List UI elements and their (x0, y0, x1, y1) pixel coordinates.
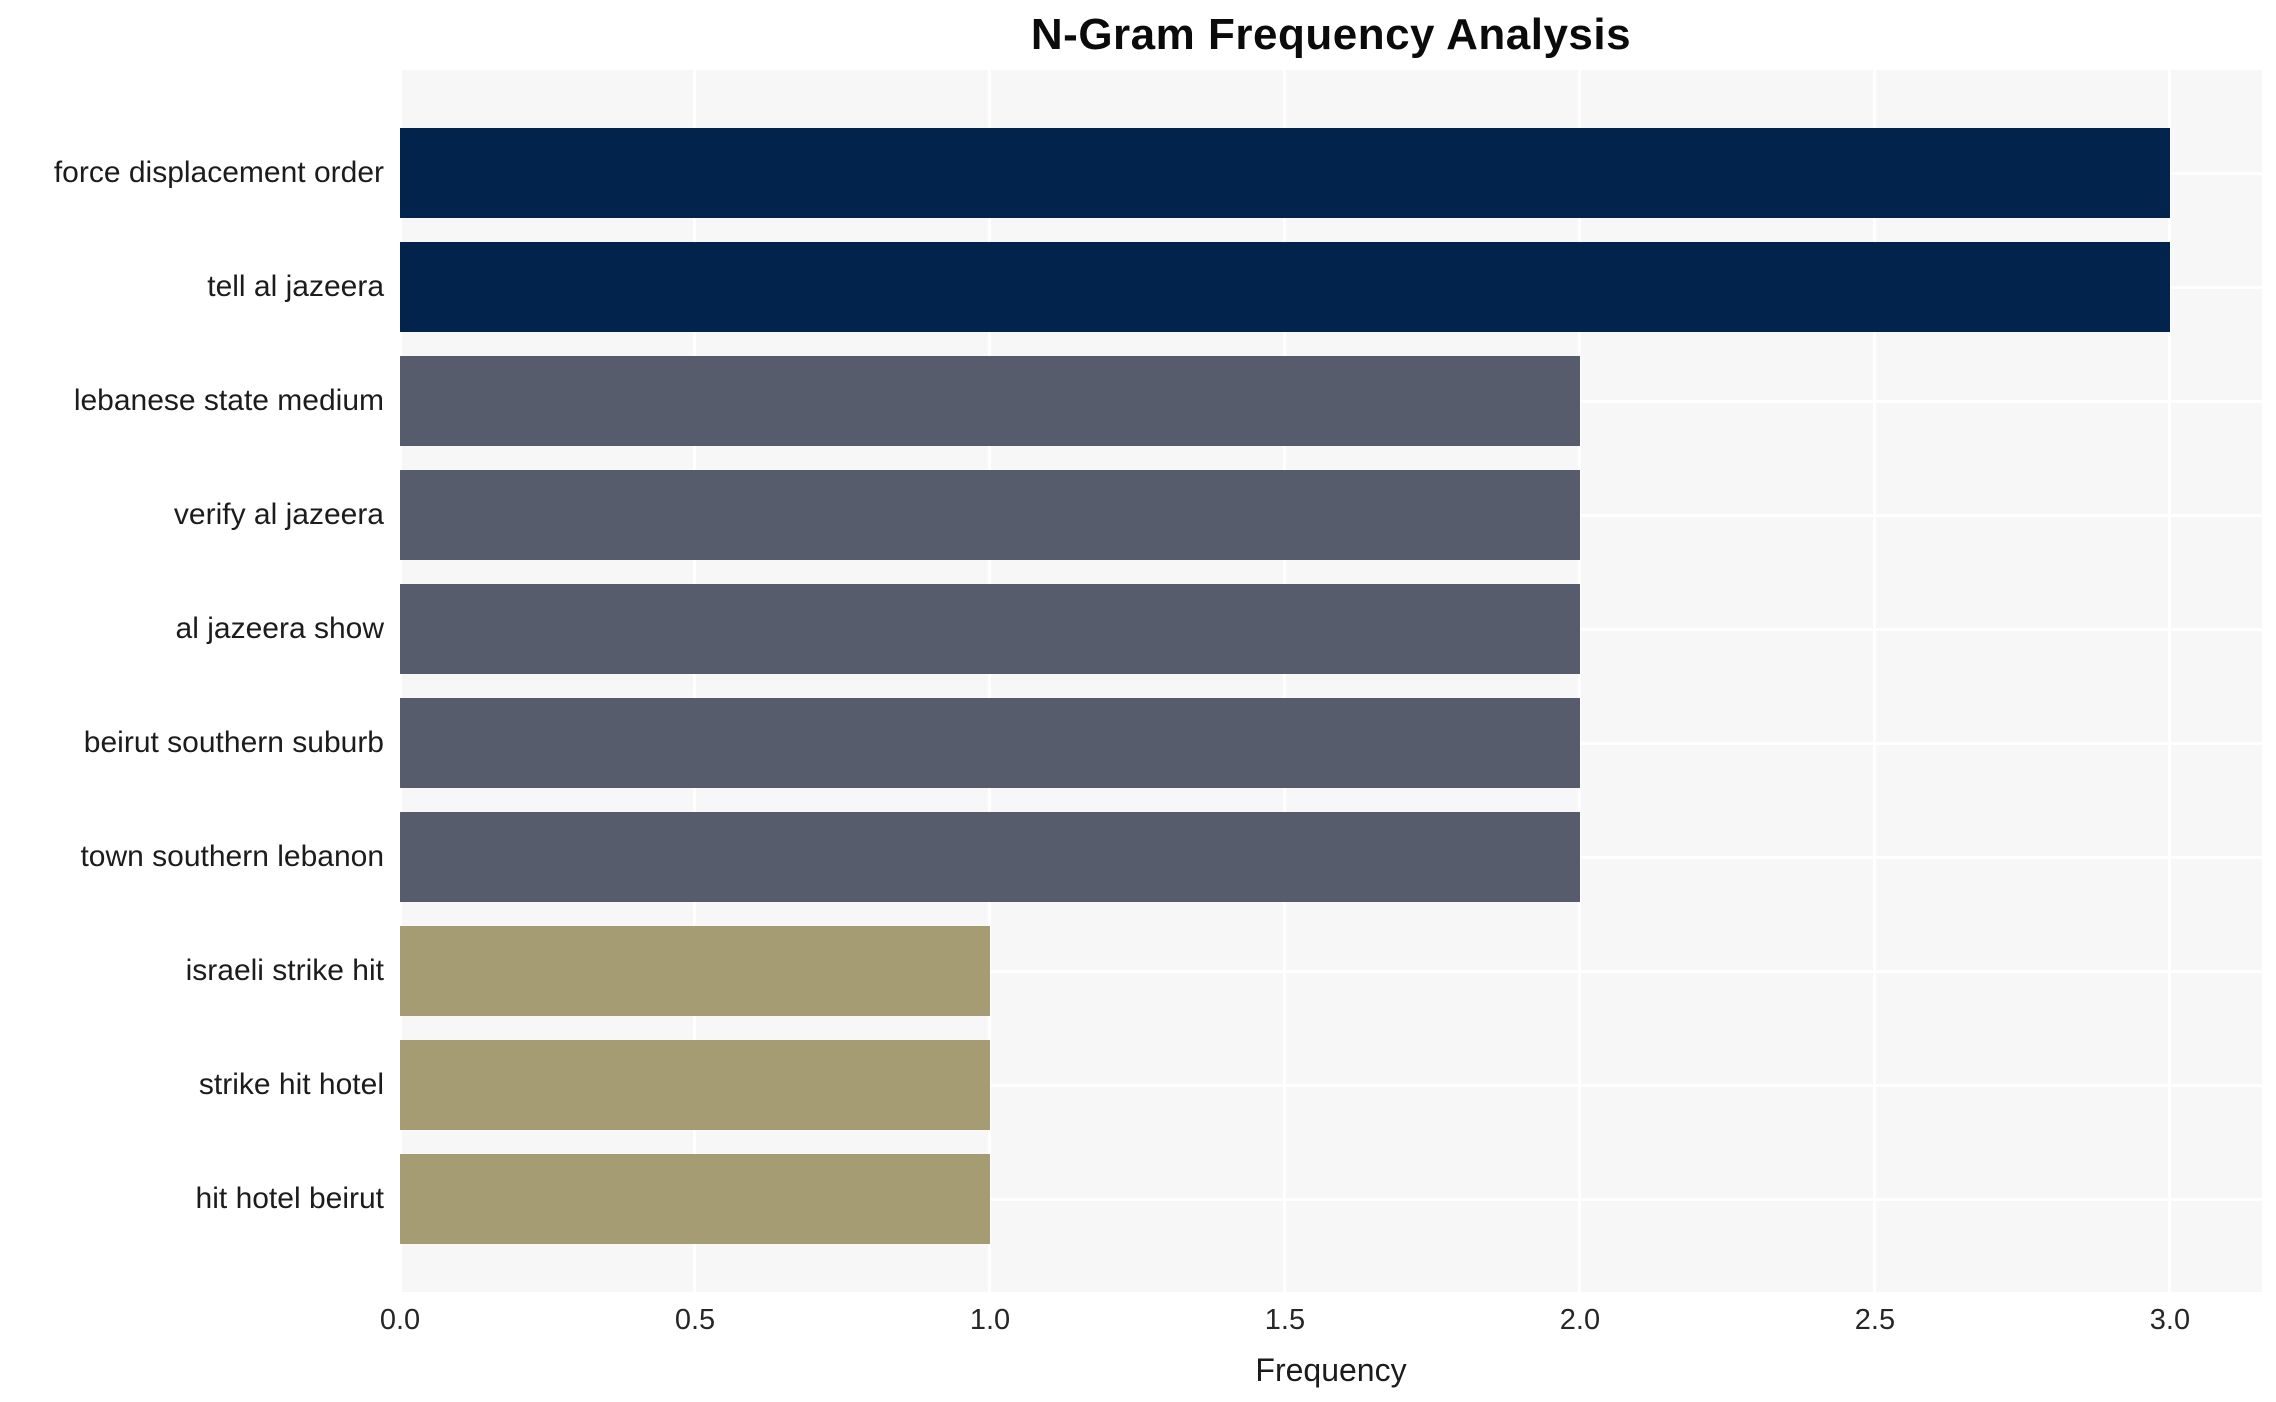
label-row: israeli strike hit (0, 914, 400, 1028)
label-row: tell al jazeera (0, 230, 400, 344)
label-row: lebanese state medium (0, 344, 400, 458)
gridline (1578, 70, 1582, 1292)
y-axis-category-labels: force displacement order tell al jazeera l… (0, 70, 400, 1292)
category-label: force displacement order (53, 156, 384, 189)
bar-al-jazeera-show (400, 584, 1580, 674)
bar-row (400, 230, 2262, 344)
bar-row (400, 686, 2262, 800)
label-row: strike hit hotel (0, 1028, 400, 1142)
horizontal-gridline (400, 1197, 2262, 1201)
bar-row (400, 458, 2262, 572)
category-label: beirut southern suburb (83, 726, 384, 759)
horizontal-gridline (400, 969, 2262, 973)
x-tick-label: 0.5 (674, 1304, 716, 1336)
label-row: verify al jazeera (0, 458, 400, 572)
bar-row (400, 914, 2262, 1028)
bar-row (400, 800, 2262, 914)
horizontal-gridline (400, 1083, 2262, 1087)
label-row: beirut southern suburb (0, 686, 400, 800)
chart-title: N-Gram Frequency Analysis (1030, 10, 1632, 59)
bar-beirut-southern-suburb (400, 698, 1580, 788)
bar-rows (400, 116, 2262, 1256)
bar-strike-hit-hotel (400, 1040, 990, 1130)
bar-row (400, 1028, 2262, 1142)
x-tick-label: 2.5 (1854, 1304, 1896, 1336)
category-label: lebanese state medium (73, 384, 384, 417)
gridline (2168, 70, 2172, 1292)
category-label: israeli strike hit (185, 954, 384, 987)
bar-israeli-strike-hit (400, 926, 990, 1016)
category-label: town southern lebanon (80, 840, 384, 873)
plot-area (398, 70, 2262, 1292)
bar-force-displacement-order (400, 128, 2170, 218)
label-row: al jazeera show (0, 572, 400, 686)
x-axis-label-row: Frequency (400, 1344, 2262, 1396)
bar-town-southern-lebanon (400, 812, 1580, 902)
label-row: force displacement order (0, 116, 400, 230)
bar-row (400, 572, 2262, 686)
bar-tell-al-jazeera (400, 242, 2170, 332)
x-axis: 0.0 0.5 1.0 1.5 2.0 2.5 3.0 (380, 1292, 2262, 1344)
bar-row (400, 116, 2262, 230)
chart-title-row: N-Gram Frequency Analysis (400, 0, 2262, 70)
gridline (1873, 70, 1877, 1292)
gridline (398, 70, 402, 1292)
category-label: hit hotel beirut (195, 1182, 384, 1215)
gridline (1283, 70, 1287, 1292)
category-label: al jazeera show (175, 612, 384, 645)
bar-hit-hotel-beirut (400, 1154, 990, 1244)
x-axis-label: Frequency (1255, 1351, 1407, 1388)
gridline (988, 70, 992, 1292)
x-tick-label: 2.0 (1559, 1304, 1601, 1336)
category-label: strike hit hotel (198, 1068, 384, 1101)
category-label: verify al jazeera (173, 498, 384, 531)
chart-body: force displacement order tell al jazeera l… (0, 70, 2276, 1292)
x-tick-label: 1.5 (1264, 1304, 1306, 1336)
bar-row (400, 344, 2262, 458)
label-row: hit hotel beirut (0, 1142, 400, 1256)
x-tick-label: 0.0 (379, 1304, 421, 1336)
x-tick-label: 1.0 (969, 1304, 1011, 1336)
category-label: tell al jazeera (207, 270, 384, 303)
gridline (693, 70, 697, 1292)
x-tick-label: 3.0 (2149, 1304, 2191, 1336)
bar-lebanese-state-medium (400, 356, 1580, 446)
label-row: town southern lebanon (0, 800, 400, 914)
bar-verify-al-jazeera (400, 470, 1580, 560)
bar-row (400, 1142, 2262, 1256)
